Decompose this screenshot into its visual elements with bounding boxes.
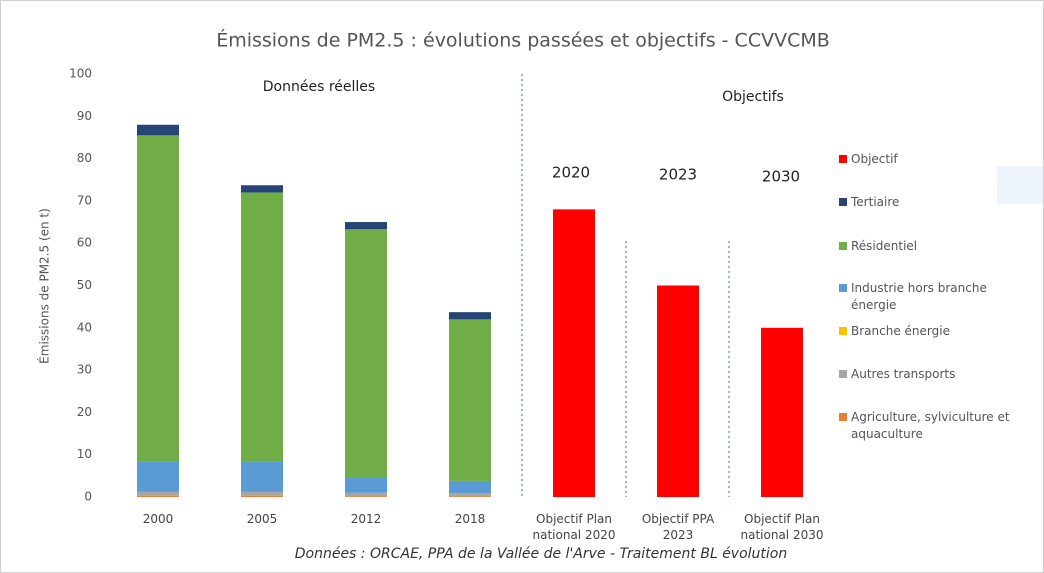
legend-label: Objectif: [851, 152, 898, 166]
y-tick-label: 20: [77, 405, 92, 419]
annotation: 2020: [552, 164, 590, 182]
y-tick-label: 50: [77, 278, 92, 292]
bar-segment: [345, 222, 387, 230]
bar-segment: [241, 491, 283, 496]
bar-segment: [137, 461, 179, 492]
bar-segment: [553, 209, 595, 498]
y-tick-label: 100: [69, 67, 92, 81]
y-tick-label: 80: [77, 151, 92, 165]
legend-marker: [839, 284, 847, 292]
bar-segment: [449, 480, 491, 494]
legend-label: Résidentiel: [851, 239, 918, 253]
y-tick-label: 40: [77, 320, 92, 334]
y-tick-label: 90: [77, 109, 92, 123]
bar-segment: [137, 124, 179, 136]
y-tick-label: 30: [77, 363, 92, 377]
bar-segment: [345, 492, 387, 497]
legend-label: Agriculture, sylviculture et aquaculture: [851, 410, 1010, 441]
bar-segment: [241, 495, 283, 497]
annotation: Données réelles: [263, 79, 375, 95]
legend-marker: [839, 413, 847, 421]
x-tick-label: Objectif Plan national 2030: [740, 512, 824, 542]
bar-segment: [345, 229, 387, 478]
x-tick-label: 2012: [350, 512, 382, 526]
x-tick-label: 2005: [246, 512, 278, 526]
source: Données : ORCAE, PPA de la Vallée de l'A…: [295, 546, 788, 562]
y-tick-label: 70: [77, 193, 92, 207]
x-tick-label: 2018: [454, 512, 486, 526]
x-tick-label: Objectif Plan national 2020: [532, 512, 616, 542]
x-tick-label: Objectif PPA 2023: [641, 512, 715, 542]
bar-segment: [449, 319, 491, 481]
bar-segment: [137, 491, 179, 496]
annotation: 2023: [659, 166, 697, 184]
legend-label: Tertiaire: [851, 195, 900, 209]
bar-segment: [761, 327, 803, 497]
legend-label: Autres transports: [851, 367, 956, 381]
bar-segment: [449, 496, 491, 497]
legend-marker: [839, 327, 847, 335]
decoration: [997, 166, 1043, 204]
y-tick-label: 0: [84, 490, 92, 504]
bar-segment: [137, 495, 179, 497]
annotation: Objectifs: [722, 89, 784, 105]
bar-segment: [137, 135, 179, 462]
x-tick-label: 2000: [142, 512, 174, 526]
legend-label: Branche énergie: [851, 324, 950, 338]
y-tick-label: 60: [77, 236, 92, 250]
bar-segment: [241, 192, 283, 462]
bar-segment: [449, 493, 491, 497]
bar-segment: [657, 285, 699, 497]
legend-marker: [839, 370, 847, 378]
legend-marker: [839, 198, 847, 206]
y-tick-label: 10: [77, 447, 92, 461]
legend-marker: [839, 242, 847, 250]
legend-marker: [839, 155, 847, 163]
bar-segment: [241, 185, 283, 193]
annotation: 2030: [762, 168, 800, 186]
bar-segment: [345, 477, 387, 493]
y-axis-label: Émissions de PM2.5 (en t): [37, 208, 52, 364]
legend-label: Industrie hors branche énergie: [851, 281, 987, 312]
bar-segment: [449, 312, 491, 320]
bar-segment: [345, 496, 387, 497]
chart-title: Émissions de PM2.5 : évolutions passées …: [216, 29, 830, 52]
bar-segment: [241, 461, 283, 492]
